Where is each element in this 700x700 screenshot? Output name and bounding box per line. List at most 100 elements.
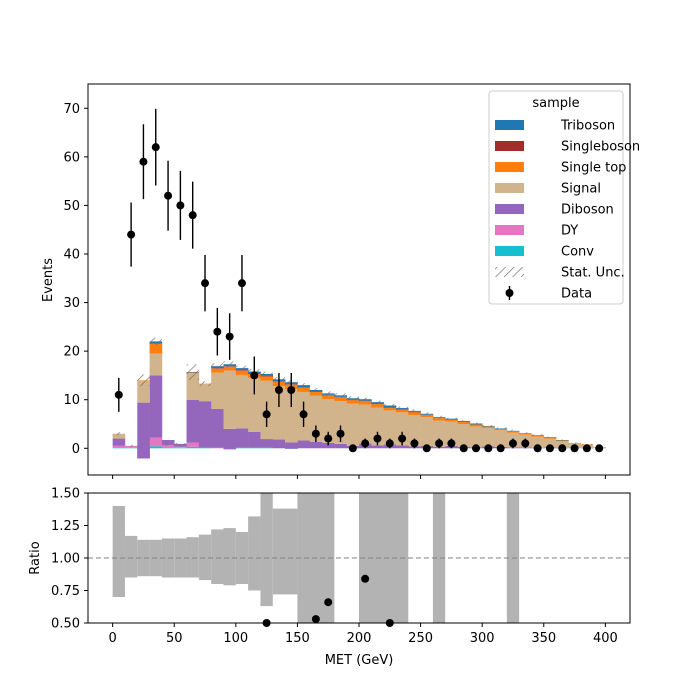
bar-diboson bbox=[371, 445, 384, 449]
bar-single-top bbox=[383, 407, 397, 411]
x-tick-label: 0 bbox=[108, 631, 116, 646]
stat-unc-bin bbox=[235, 365, 249, 371]
y-tick-label: 10 bbox=[63, 393, 80, 408]
y-tick-label: 0 bbox=[72, 442, 80, 457]
data-points bbox=[114, 108, 604, 453]
bar-diboson bbox=[285, 442, 298, 449]
y-tick-label: 70 bbox=[63, 102, 80, 117]
ratio-point bbox=[311, 615, 320, 624]
ratio-y-axis-ticks: 0.50 0.75 1.00 1.25 1.50 bbox=[51, 487, 88, 632]
ratio-y-tick-label: 1.00 bbox=[51, 552, 80, 567]
data-point bbox=[139, 157, 148, 166]
bar-signal bbox=[432, 420, 446, 447]
ratio-unc-bin bbox=[248, 516, 261, 591]
legend-label: Single top bbox=[561, 161, 626, 176]
bar-signal bbox=[346, 403, 360, 446]
data-point bbox=[287, 386, 296, 394]
bar-signal bbox=[482, 427, 495, 447]
bar-signal bbox=[137, 380, 150, 403]
bar-conv bbox=[112, 447, 126, 449]
stat-unc-bin bbox=[149, 337, 162, 346]
data-point bbox=[213, 327, 222, 336]
data-point bbox=[484, 444, 493, 453]
data-point bbox=[274, 386, 283, 394]
x-tick-label: 50 bbox=[166, 631, 183, 646]
y-tick-label: 20 bbox=[63, 345, 80, 360]
legend-item-single-top: Single top bbox=[495, 161, 626, 176]
main-panel: 0 10 20 30 40 50 60 70 Events bbox=[41, 83, 631, 479]
stat-unc-bin bbox=[297, 383, 310, 388]
bar-diboson bbox=[211, 408, 224, 448]
legend-item-stat-unc: Stat. Unc. bbox=[495, 266, 625, 281]
legend-hatch-swatch bbox=[495, 267, 524, 277]
series-diboson bbox=[112, 375, 594, 459]
bar-signal bbox=[359, 404, 372, 444]
ratio-point bbox=[361, 574, 370, 583]
data-point bbox=[496, 444, 505, 453]
bar-single-top bbox=[211, 368, 224, 373]
ratio-y-tick-label: 0.50 bbox=[51, 617, 80, 632]
bar-signal bbox=[149, 353, 163, 376]
bar-signal bbox=[112, 433, 126, 439]
legend-swatch bbox=[495, 246, 524, 256]
stat-unc-bin bbox=[482, 424, 495, 427]
bar-dy bbox=[174, 446, 187, 448]
legend-item-signal: Signal bbox=[495, 182, 601, 197]
bar-signal bbox=[531, 436, 545, 448]
bar-single-top bbox=[506, 431, 520, 433]
bar-signal bbox=[494, 430, 508, 447]
bar-diboson bbox=[198, 401, 212, 448]
bar-single-top bbox=[469, 424, 483, 427]
data-point bbox=[472, 444, 481, 453]
data-point bbox=[336, 429, 345, 438]
legend-data-marker bbox=[505, 289, 514, 297]
stat-unc-bin bbox=[322, 391, 335, 396]
bar-diboson bbox=[112, 438, 126, 446]
bar-conv bbox=[149, 446, 163, 449]
data-point bbox=[201, 279, 210, 288]
bar-single-top bbox=[432, 418, 446, 421]
data-point bbox=[250, 371, 259, 380]
data-point bbox=[127, 230, 136, 239]
ratio-unc-bin bbox=[112, 506, 125, 597]
ratio-plot-frame bbox=[87, 492, 631, 624]
ratio-y-tick-label: 1.25 bbox=[51, 519, 80, 534]
bar-single-top bbox=[297, 387, 311, 392]
bar-signal bbox=[371, 407, 384, 446]
legend-label: Stat. Unc. bbox=[561, 266, 625, 281]
bar-diboson bbox=[309, 441, 323, 449]
data-point bbox=[299, 410, 308, 419]
stat-unc-bin bbox=[432, 415, 446, 419]
legend-label: Triboson bbox=[560, 119, 615, 134]
legend-label: Singleboson bbox=[561, 140, 640, 155]
data-point bbox=[508, 439, 517, 448]
stat-unc-bin bbox=[334, 393, 347, 398]
y-tick-label: 30 bbox=[63, 296, 80, 311]
legend-item-data: Data bbox=[505, 286, 592, 302]
stat-unc-bin bbox=[408, 409, 421, 413]
ratio-unc-bin bbox=[223, 528, 236, 586]
legend-item-conv: Conv bbox=[495, 245, 594, 260]
bar-single-top bbox=[346, 400, 360, 404]
y-tick-label: 40 bbox=[63, 248, 80, 263]
stat-unc-bin bbox=[519, 432, 532, 435]
legend-swatch bbox=[495, 204, 524, 214]
stat-unc-bin bbox=[395, 406, 409, 410]
data-point bbox=[459, 444, 468, 453]
x-tick-label: 400 bbox=[593, 631, 618, 646]
ratio-y-tick-label: 1.50 bbox=[51, 487, 80, 502]
stat-unc-bin bbox=[494, 427, 507, 430]
bar-single-top bbox=[309, 391, 323, 396]
legend-label: Data bbox=[561, 287, 592, 302]
stat-unc-bin bbox=[260, 371, 273, 377]
bar-signal bbox=[198, 384, 212, 402]
x-tick-label: 350 bbox=[531, 631, 556, 646]
bar-diboson bbox=[174, 443, 187, 447]
stat-unc-bin bbox=[531, 434, 544, 437]
bar-diboson bbox=[161, 440, 175, 445]
bar-signal bbox=[445, 421, 458, 446]
bar-diboson bbox=[334, 443, 347, 449]
data-point bbox=[595, 444, 604, 453]
bar-single-top bbox=[334, 397, 347, 402]
bar-dy bbox=[186, 442, 200, 447]
